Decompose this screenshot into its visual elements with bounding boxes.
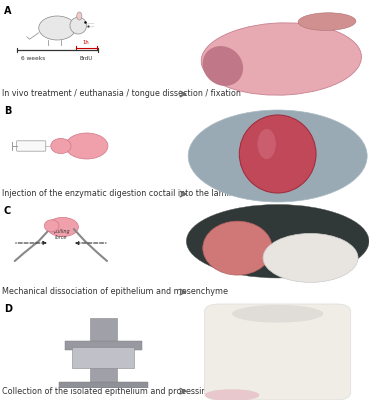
- Text: A: A: [4, 6, 11, 16]
- Ellipse shape: [203, 221, 272, 275]
- Bar: [59, 382, 148, 388]
- Ellipse shape: [44, 220, 59, 232]
- Ellipse shape: [298, 13, 356, 30]
- Text: pulling
force: pulling force: [52, 229, 69, 240]
- Text: C: C: [4, 206, 11, 216]
- Ellipse shape: [39, 16, 76, 40]
- FancyBboxPatch shape: [17, 141, 46, 151]
- Ellipse shape: [188, 110, 367, 202]
- Text: 1h: 1h: [83, 40, 90, 45]
- Ellipse shape: [239, 115, 316, 193]
- Ellipse shape: [186, 204, 369, 278]
- Ellipse shape: [203, 46, 243, 86]
- Text: Injection of the enzymatic digestion coctail into the lamina propria: Injection of the enzymatic digestion coc…: [2, 190, 270, 198]
- Text: In vivo treatment / euthanasia / tongue dissection / fixation: In vivo treatment / euthanasia / tongue …: [2, 90, 241, 98]
- Ellipse shape: [47, 218, 79, 236]
- Bar: [90, 318, 117, 388]
- Ellipse shape: [204, 389, 259, 400]
- Text: BrdU: BrdU: [80, 56, 93, 61]
- Ellipse shape: [51, 138, 71, 154]
- Ellipse shape: [263, 234, 358, 282]
- Ellipse shape: [201, 23, 362, 95]
- Bar: [65, 341, 142, 350]
- Text: 6 weeks: 6 weeks: [21, 56, 45, 61]
- Text: D: D: [4, 304, 12, 314]
- Text: Collection of the isolated epithelium and processing for analysis: Collection of the isolated epithelium an…: [2, 387, 260, 396]
- Bar: [72, 347, 134, 368]
- Ellipse shape: [77, 12, 82, 20]
- Ellipse shape: [66, 133, 108, 159]
- Ellipse shape: [232, 305, 323, 322]
- Text: B: B: [4, 106, 11, 116]
- Text: Mechanical dissociation of epithelium and mesenchyme: Mechanical dissociation of epithelium an…: [2, 288, 228, 296]
- Ellipse shape: [70, 17, 86, 34]
- FancyBboxPatch shape: [204, 304, 351, 400]
- Ellipse shape: [258, 129, 276, 159]
